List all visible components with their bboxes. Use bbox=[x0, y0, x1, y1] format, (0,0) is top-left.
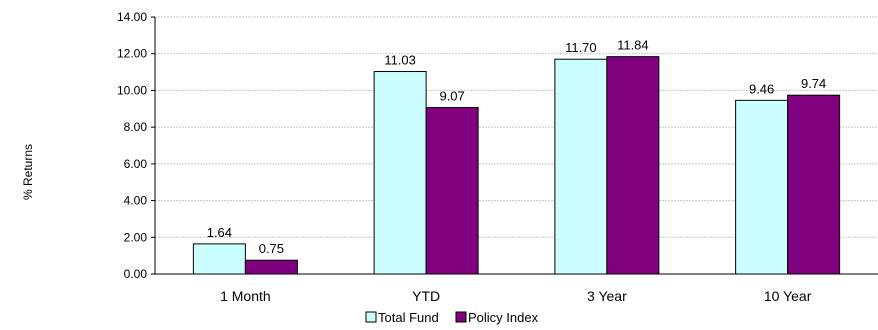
bars bbox=[192, 56, 841, 275]
legend-swatch bbox=[365, 311, 377, 323]
y-tick-label: 14.00 bbox=[117, 10, 147, 24]
data-label: 11.70 bbox=[565, 40, 597, 55]
data-label: 0.75 bbox=[259, 241, 284, 256]
bar bbox=[735, 99, 789, 275]
grid bbox=[155, 16, 878, 238]
y-tick-label: 10.00 bbox=[117, 83, 147, 97]
bar bbox=[606, 56, 660, 275]
legend-swatch bbox=[455, 311, 467, 323]
y-tick-labels: 0.00 2.00 4.00 6.00 8.00 10.00 12.00 14.00 bbox=[117, 10, 147, 281]
data-label: 9.74 bbox=[801, 76, 826, 91]
x-tick-label: 10 Year bbox=[764, 288, 812, 304]
y-tick-label: 0.00 bbox=[124, 267, 148, 281]
x-tick-label: 1 Month bbox=[220, 288, 271, 304]
y-tick-label: 6.00 bbox=[124, 157, 148, 171]
bar bbox=[244, 259, 298, 275]
bar bbox=[554, 58, 608, 275]
legend-label: Policy Index bbox=[468, 310, 539, 325]
y-tick-label: 2.00 bbox=[124, 230, 148, 244]
y-tick-label: 4.00 bbox=[124, 194, 148, 208]
axes bbox=[151, 16, 878, 275]
legend-label: Total Fund bbox=[378, 310, 439, 325]
y-tick-label: 12.00 bbox=[117, 47, 147, 61]
bar bbox=[787, 94, 841, 275]
legend: Total Fund Policy Index bbox=[365, 310, 539, 325]
x-tick-labels: 1 Month YTD 3 Year 10 Year bbox=[220, 288, 812, 304]
bar bbox=[425, 107, 479, 275]
data-label: 9.46 bbox=[749, 81, 774, 96]
bar bbox=[192, 243, 246, 275]
y-tick-label: 8.00 bbox=[124, 120, 148, 134]
y-axis-title: % Returns bbox=[21, 144, 35, 200]
bar bbox=[373, 71, 427, 275]
x-tick-label: 3 Year bbox=[587, 288, 627, 304]
data-labels: 1.64 0.75 11.03 9.07 11.70 11.84 9.46 9.74 bbox=[207, 38, 827, 257]
data-label: 11.03 bbox=[384, 53, 416, 68]
x-tick-label: YTD bbox=[412, 288, 440, 304]
data-label: 11.84 bbox=[617, 38, 649, 53]
data-label: 9.07 bbox=[439, 89, 464, 104]
data-label: 1.64 bbox=[207, 225, 232, 240]
